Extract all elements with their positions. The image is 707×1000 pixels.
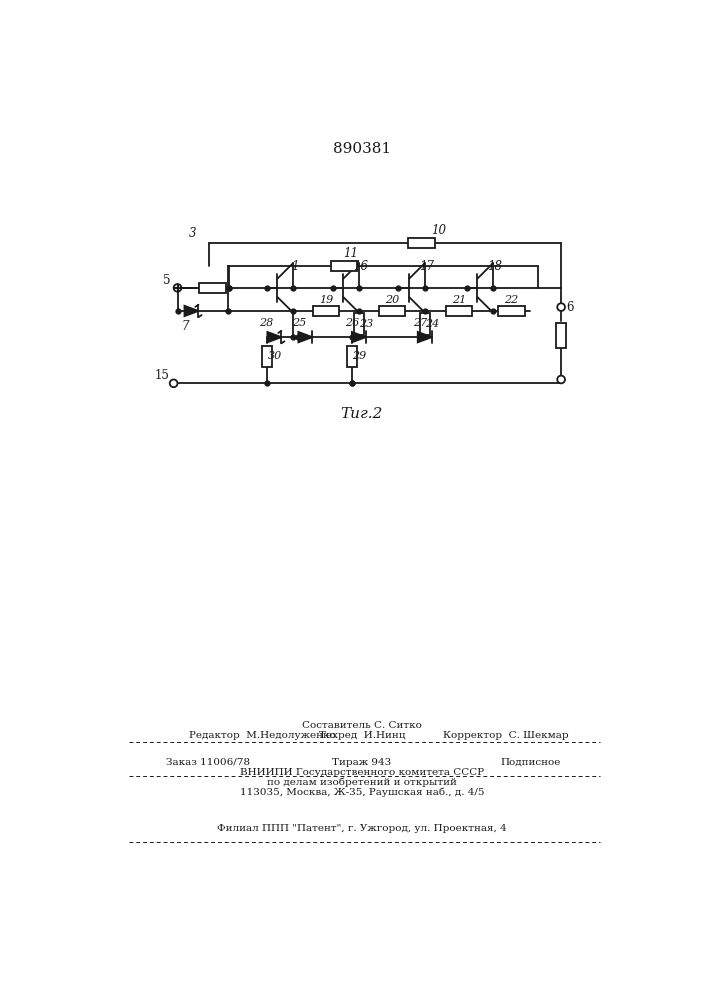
Bar — [262, 346, 272, 367]
Text: 22: 22 — [504, 295, 519, 305]
Bar — [331, 261, 357, 271]
Bar — [445, 306, 472, 316]
Text: Техред  И.Нинц: Техред И.Нинц — [319, 732, 405, 740]
Text: Τиг.2: Τиг.2 — [341, 407, 383, 421]
Text: 6: 6 — [567, 301, 574, 314]
Bar — [199, 283, 226, 293]
Circle shape — [174, 284, 182, 292]
Text: 3: 3 — [189, 227, 197, 240]
Bar — [312, 306, 339, 316]
Polygon shape — [185, 306, 199, 316]
Text: 10: 10 — [431, 224, 446, 237]
Text: Подписное: Подписное — [501, 758, 561, 767]
Text: 21: 21 — [452, 295, 466, 305]
Bar — [354, 313, 364, 335]
Text: 23: 23 — [359, 319, 374, 329]
Text: Корректор  С. Шекмар: Корректор С. Шекмар — [443, 732, 569, 740]
Polygon shape — [267, 332, 281, 342]
Bar — [420, 313, 430, 335]
Text: Заказ 11006/78: Заказ 11006/78 — [166, 758, 250, 767]
Bar — [556, 323, 566, 348]
Text: 16: 16 — [353, 260, 368, 273]
Circle shape — [557, 303, 565, 311]
Text: 890381: 890381 — [333, 142, 391, 156]
Text: Филиал ППП "Патент", г. Ужгород, ул. Проектная, 4: Филиал ППП "Патент", г. Ужгород, ул. Про… — [217, 824, 507, 833]
Text: 24: 24 — [426, 319, 440, 329]
Text: 18: 18 — [487, 260, 502, 273]
Polygon shape — [352, 332, 366, 342]
Text: 19: 19 — [319, 295, 333, 305]
Polygon shape — [298, 332, 312, 342]
Polygon shape — [418, 332, 432, 342]
Text: 113035, Москва, Ж-35, Раушская наб., д. 4/5: 113035, Москва, Ж-35, Раушская наб., д. … — [240, 787, 484, 797]
Text: 11: 11 — [343, 247, 358, 260]
Text: 5: 5 — [163, 274, 170, 287]
Text: 29: 29 — [353, 351, 367, 361]
Text: Редактор  М.Недолуженко: Редактор М.Недолуженко — [189, 732, 336, 740]
Text: 25: 25 — [292, 318, 306, 328]
Text: 1: 1 — [291, 260, 298, 273]
Text: 17: 17 — [419, 260, 434, 273]
Text: 7: 7 — [182, 320, 189, 333]
Text: Тираж 943: Тираж 943 — [332, 758, 392, 767]
Circle shape — [170, 379, 177, 387]
Bar — [347, 346, 357, 367]
Text: 20: 20 — [385, 295, 399, 305]
Text: 28: 28 — [259, 318, 274, 328]
Text: 15: 15 — [155, 369, 170, 382]
Text: Составитель С. Ситко: Составитель С. Ситко — [302, 721, 422, 730]
Text: 27: 27 — [413, 318, 427, 328]
Text: по делам изобретений и открытий: по делам изобретений и открытий — [267, 777, 457, 787]
Bar — [379, 306, 405, 316]
Bar — [409, 238, 435, 248]
Text: 26: 26 — [346, 318, 360, 328]
Circle shape — [557, 376, 565, 383]
Text: ВНИИПИ Государственного комитета СССР: ВНИИПИ Государственного комитета СССР — [240, 768, 484, 777]
Bar — [498, 306, 525, 316]
Text: 30: 30 — [268, 351, 282, 361]
